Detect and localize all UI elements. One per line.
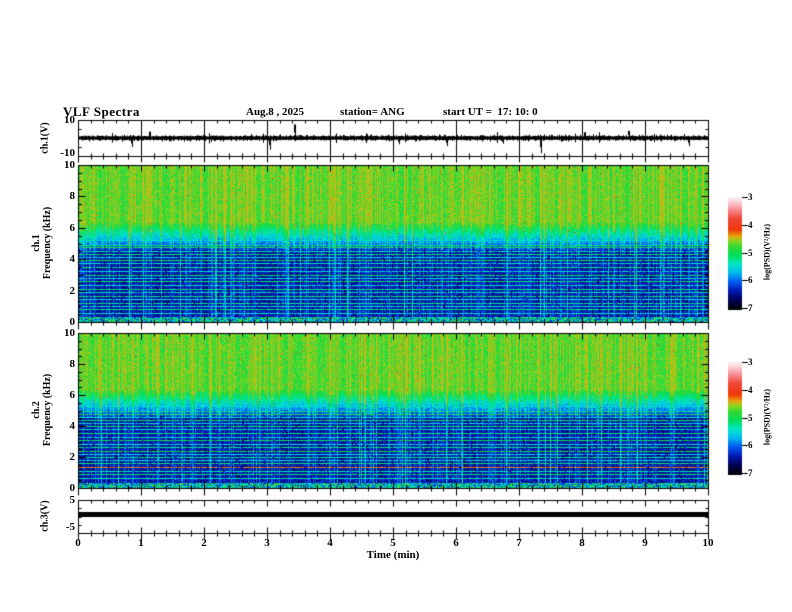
time-tick-label: 0 — [75, 537, 81, 549]
spec1-ytick-label: 0 — [69, 316, 76, 328]
spec2-ytick-label: 6 — [69, 389, 76, 401]
colorbar1-tick-label: -5 — [745, 248, 753, 258]
time-tick-label: 2 — [201, 537, 207, 549]
spec1-ytick-label: 4 — [69, 253, 76, 265]
colorbar1-tick-label: -6 — [745, 275, 753, 285]
ch1-ymax-label: 10 — [64, 114, 75, 126]
time-tick-label: 10 — [702, 537, 714, 549]
ch3-ymin-label: -5 — [65, 521, 75, 533]
colorbar2-tick-label: -7 — [745, 468, 753, 478]
spec1-channel-name: ch.1 — [31, 234, 42, 252]
spec2-axis-label: ch.2 Frequency (kHz) — [31, 374, 53, 446]
ch1-ymin-label: -10 — [60, 147, 75, 159]
time-tick-label: 3 — [264, 537, 270, 549]
ch3-ymax-label: 5 — [69, 494, 76, 506]
colorbar2-tick-label: -6 — [745, 440, 753, 450]
time-tick-label: 8 — [579, 537, 585, 549]
spec2-ytick-label: 0 — [69, 482, 76, 494]
spec1-ytick-label: 10 — [64, 159, 75, 171]
time-tick-label: 1 — [138, 537, 144, 549]
colorbar2-tick-label: -4 — [745, 385, 753, 395]
colorbar2-tick-label: -3 — [745, 357, 753, 367]
time-tick-label: 5 — [390, 537, 396, 549]
title-station: station= ANG — [340, 106, 405, 118]
spec2-axis-title: Frequency (kHz) — [42, 373, 53, 447]
time-axis-label: Time (min) — [366, 549, 420, 561]
spec2-ytick-label: 2 — [69, 451, 76, 463]
spec1-ytick-label: 2 — [69, 285, 76, 297]
figure-title: VLF Spectra — [63, 104, 140, 119]
title-date: Aug.8 , 2025 — [246, 106, 305, 118]
time-tick-label: 9 — [642, 537, 648, 549]
spec2-ytick-label: 8 — [69, 358, 76, 370]
spec1-axis-title: Frequency (kHz) — [42, 206, 53, 280]
spec1-ytick-label: 6 — [69, 222, 76, 234]
colorbar1-tick-label: -3 — [745, 192, 753, 202]
spec2-ytick-label: 10 — [64, 327, 75, 339]
colorbar1-tick-label: -7 — [745, 303, 753, 313]
colorbar1-tick-label: -4 — [745, 220, 753, 230]
spec2-channel-name: ch.2 — [31, 401, 42, 419]
spec1-axis-label: ch.1 Frequency (kHz) — [31, 207, 53, 279]
colorbar2-tick-label: -5 — [745, 413, 753, 423]
title-start-ut: start UT = 17: 10: 0 — [443, 106, 538, 118]
spec1-ytick-label: 8 — [69, 190, 76, 202]
spec2-ytick-label: 4 — [69, 420, 76, 432]
time-tick-label: 7 — [516, 537, 522, 549]
time-tick-label: 4 — [327, 537, 333, 549]
time-tick-label: 6 — [453, 537, 459, 549]
